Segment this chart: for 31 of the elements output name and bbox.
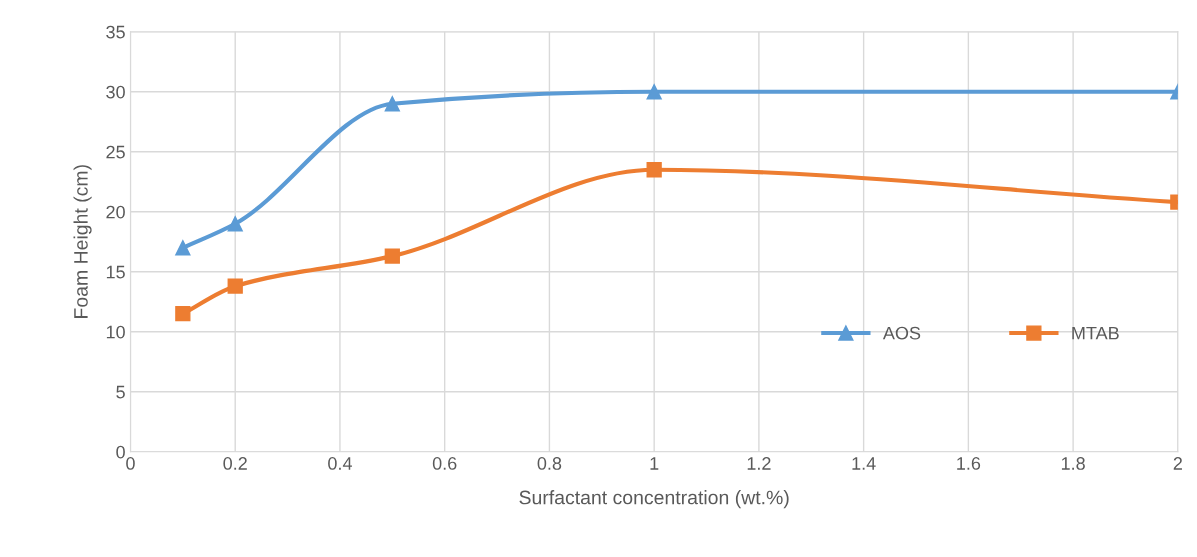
y-tick-label: 15 [106, 265, 125, 279]
point [384, 248, 400, 264]
y-tick-label: 5 [116, 385, 125, 399]
x-tick-label: 0 [126, 457, 135, 470]
x-tick-label: 0.4 [328, 457, 352, 470]
x-tick-label: 1.2 [747, 457, 771, 470]
y-tick-label: 0 [116, 445, 125, 459]
y-tick-label: 30 [106, 85, 125, 99]
x-tick-label: 0.2 [223, 457, 247, 470]
y-axis-title: Foam Height (cm) [73, 165, 92, 318]
x-axis-title: Surfactant concentration (wt.%) [519, 490, 789, 509]
x-tick-label: 0.8 [537, 457, 562, 470]
point [175, 306, 191, 322]
x-tick-label: 1 [650, 457, 659, 470]
point [175, 240, 191, 256]
x-tick-label: 0.6 [432, 457, 457, 470]
y-tick-label: 10 [106, 325, 125, 339]
y-tick-label: 35 [106, 25, 125, 39]
x-tick-label: 2 [1173, 457, 1182, 470]
x-tick-label: 1.4 [852, 457, 876, 470]
point [227, 278, 243, 294]
x-tick-label: 1.6 [957, 457, 981, 470]
point [646, 84, 662, 100]
y-tick-label: 20 [106, 205, 125, 219]
point [384, 96, 400, 112]
point [646, 162, 662, 178]
y-tick-label: 25 [106, 145, 125, 159]
x-tick-label: 1.8 [1061, 457, 1085, 470]
legend-label: AOS [882, 326, 921, 340]
legend-label: MTAB [1072, 326, 1119, 340]
point [227, 216, 243, 232]
